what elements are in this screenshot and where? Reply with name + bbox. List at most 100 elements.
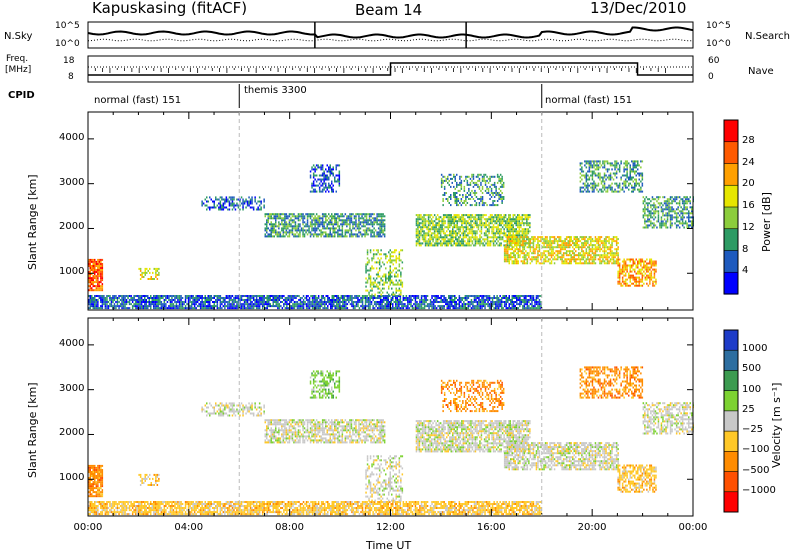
- power-cell: [269, 305, 271, 308]
- power-cell: [312, 213, 315, 216]
- power-cell: [331, 170, 333, 173]
- power-cell: [443, 187, 446, 190]
- power-cell: [460, 175, 463, 178]
- power-cell: [565, 254, 568, 257]
- power-cell: [174, 305, 176, 308]
- power-cell: [140, 297, 143, 299]
- power-cell: [323, 303, 326, 306]
- power-cell: [520, 252, 523, 255]
- power-cell: [438, 216, 440, 219]
- power-cell: [115, 305, 117, 308]
- power-cell: [432, 226, 434, 229]
- power-cell: [153, 295, 155, 297]
- power-cell: [97, 267, 99, 269]
- power-cell: [139, 307, 141, 310]
- power-cell: [453, 216, 455, 219]
- power-cell: [637, 172, 639, 175]
- power-cell: [578, 256, 580, 259]
- power-cell: [240, 307, 243, 310]
- power-cell: [305, 299, 308, 301]
- cpid-segment-1: normal (fast) 151: [94, 95, 182, 106]
- power-cell: [88, 275, 90, 278]
- power-cell: [590, 240, 592, 243]
- power-cell: [456, 181, 458, 184]
- power-cell: [97, 285, 99, 288]
- power-cell: [287, 231, 289, 234]
- power-cell: [151, 303, 153, 306]
- power-cell: [222, 204, 225, 207]
- power-cell: [155, 276, 157, 278]
- power-cell: [688, 224, 690, 227]
- power-cell: [323, 297, 326, 299]
- power-cell: [507, 254, 509, 257]
- power-cell: [328, 213, 330, 216]
- power-cell: [457, 183, 460, 186]
- power-cell: [240, 299, 243, 301]
- power-cell: [97, 260, 99, 263]
- power-cell: [100, 295, 102, 297]
- power-cell: [675, 226, 678, 229]
- power-cell: [675, 218, 678, 221]
- power-cell: [269, 217, 271, 220]
- power-cell: [600, 248, 603, 251]
- power-cell: [382, 219, 384, 222]
- power-cell: [278, 227, 280, 230]
- power-cell: [634, 276, 636, 279]
- power-cell: [508, 248, 510, 251]
- power-cell: [538, 262, 541, 265]
- power-cell: [343, 223, 345, 226]
- power-cell: [254, 198, 256, 201]
- power-cell: [657, 202, 660, 205]
- power-cell: [353, 233, 356, 236]
- power-cell: [564, 242, 566, 245]
- power-cell: [311, 299, 314, 301]
- power-cell: [221, 204, 223, 207]
- power-cell: [424, 220, 427, 223]
- power-cell: [361, 235, 363, 238]
- power-cell: [455, 236, 457, 239]
- power-cell: [125, 301, 128, 303]
- power-cell: [535, 238, 538, 241]
- power-cell: [637, 280, 639, 283]
- power-cell: [311, 303, 314, 306]
- power-cell: [249, 200, 252, 203]
- power-cell: [569, 242, 571, 245]
- power-cell: [599, 250, 601, 253]
- power-cell: [379, 221, 381, 224]
- power-cell: [452, 238, 454, 241]
- power-cell: [97, 277, 99, 280]
- power-cell: [617, 256, 619, 259]
- power-cell: [643, 270, 645, 273]
- power-cell: [171, 297, 173, 299]
- power-cell: [618, 182, 621, 185]
- power-cell: [553, 252, 556, 255]
- power-cell: [192, 301, 194, 303]
- power-cell: [335, 166, 337, 169]
- power-cell: [343, 219, 345, 222]
- power-cell: [514, 220, 516, 223]
- power-cell: [340, 229, 342, 232]
- power-cell: [637, 284, 639, 287]
- power-cell: [350, 235, 353, 238]
- power-cell: [433, 232, 436, 235]
- power-cell: [635, 284, 637, 287]
- power-cell: [686, 198, 688, 201]
- power-cell: [578, 262, 580, 265]
- power-cell: [645, 224, 648, 227]
- power-cell: [364, 231, 366, 234]
- power-cell: [603, 242, 606, 245]
- power-cell: [427, 244, 430, 247]
- power-cell: [285, 221, 288, 224]
- power-cell: [453, 232, 455, 235]
- power-cell: [427, 224, 430, 227]
- power-cell: [615, 164, 618, 167]
- power-cell: [95, 285, 98, 288]
- power-cell: [509, 222, 511, 225]
- power-cell: [668, 198, 670, 201]
- power-cell: [438, 232, 440, 235]
- power-cell: [370, 221, 372, 224]
- power-cell: [620, 272, 622, 275]
- power-cell: [544, 250, 547, 253]
- power-cell: [275, 231, 277, 234]
- power-cell: [620, 162, 622, 165]
